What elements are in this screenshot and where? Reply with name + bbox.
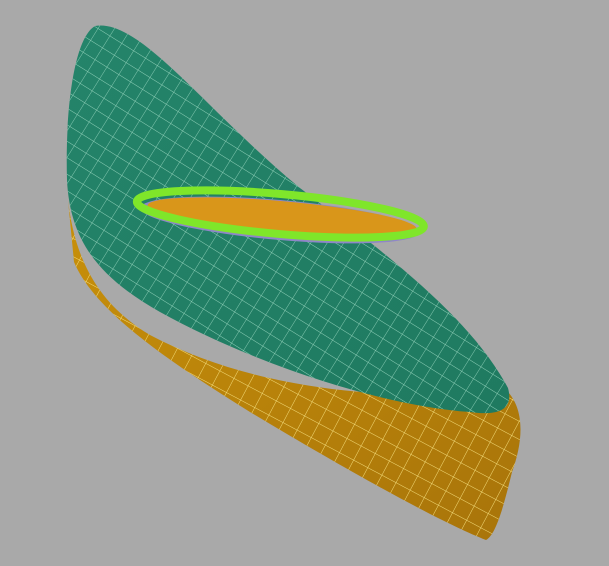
hull [68,200,521,540]
cockpit [132,186,428,244]
